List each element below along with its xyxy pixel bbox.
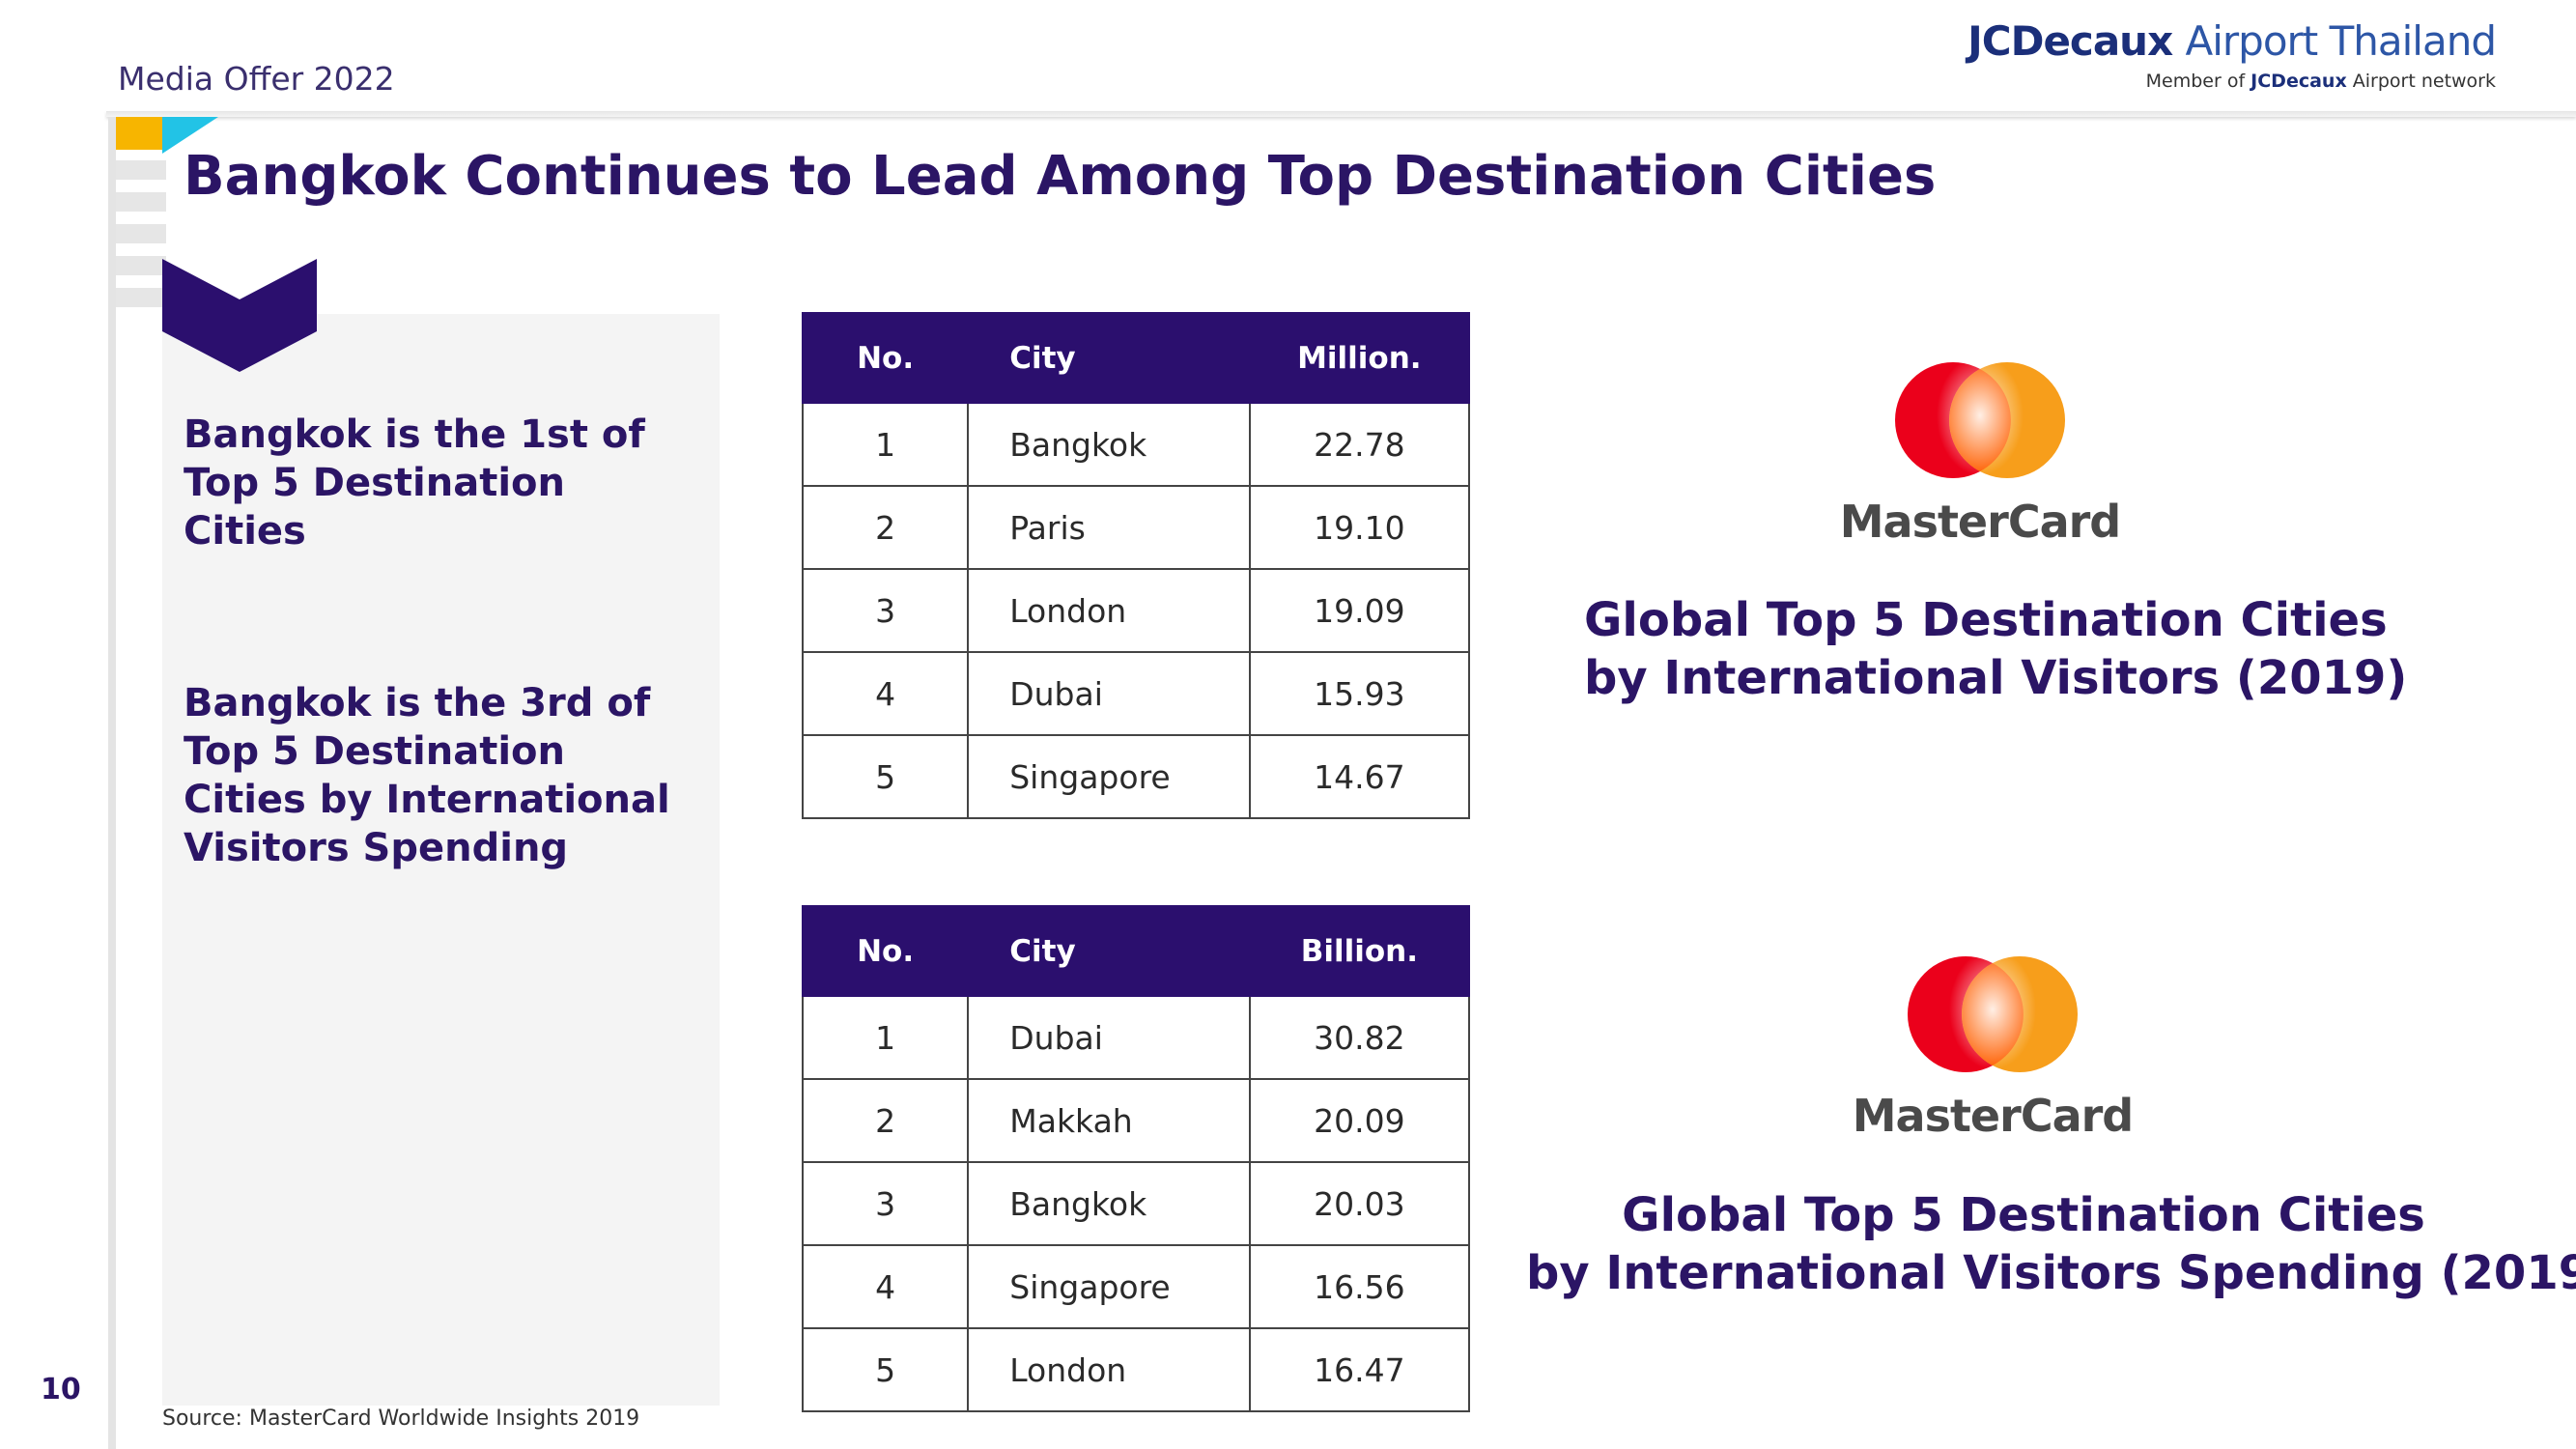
stripe bbox=[116, 256, 166, 275]
media-offer-label: Media Offer 2022 bbox=[118, 60, 395, 98]
caption-visitors-line2: by International Visitors (2019) bbox=[1584, 651, 2408, 705]
stripe bbox=[116, 192, 166, 212]
header-city: City bbox=[967, 905, 1251, 997]
table-row: 5 Singapore 14.67 bbox=[801, 734, 1471, 819]
chevron-down-icon bbox=[162, 259, 317, 372]
left-text-visitors: Bangkok is the 1st of Top 5 Destination … bbox=[184, 412, 645, 554]
header-no: No. bbox=[801, 905, 970, 997]
table-row: 3 Bangkok 20.03 bbox=[801, 1161, 1471, 1246]
table-row: 3 London 19.09 bbox=[801, 568, 1471, 653]
header-city: City bbox=[967, 312, 1251, 404]
header-divider bbox=[106, 111, 2576, 117]
table-row: 5 London 16.47 bbox=[801, 1327, 1471, 1412]
cell-city: Singapore bbox=[967, 734, 1251, 819]
cell-no: 1 bbox=[801, 995, 970, 1080]
caption-spending-line2: by International Visitors Spending (2019… bbox=[1526, 1246, 2576, 1300]
brand-subtitle: Airport Thailand bbox=[2185, 17, 2497, 65]
table-header-row: No. City Million. bbox=[801, 312, 1471, 404]
cell-city: Dubai bbox=[967, 995, 1251, 1080]
caption-visitors-line1: Global Top 5 Destination Cities bbox=[1584, 593, 2388, 647]
mastercard-logo: MasterCard bbox=[1799, 942, 2186, 1142]
brand-member-line: Member of JCDecaux Airport network bbox=[1967, 71, 2496, 92]
cell-no: 5 bbox=[801, 734, 970, 819]
left-panel bbox=[162, 314, 720, 1406]
cell-value: 14.67 bbox=[1248, 734, 1471, 819]
mastercard-wordmark: MasterCard bbox=[1852, 1090, 2134, 1142]
stripe bbox=[116, 288, 166, 307]
page-number: 10 bbox=[41, 1373, 81, 1406]
member-suffix: Airport network bbox=[2346, 71, 2496, 92]
caption-spending-line1: Global Top 5 Destination Cities bbox=[1622, 1188, 2425, 1242]
cell-no: 2 bbox=[801, 1078, 970, 1163]
cell-no: 4 bbox=[801, 651, 970, 736]
cell-value: 19.09 bbox=[1248, 568, 1471, 653]
table-row: 2 Makkah 20.09 bbox=[801, 1078, 1471, 1163]
stripe bbox=[116, 160, 166, 180]
cell-city: London bbox=[967, 1327, 1251, 1412]
cell-no: 4 bbox=[801, 1244, 970, 1329]
table-header-row: No. City Billion. bbox=[801, 905, 1471, 997]
cell-city: Singapore bbox=[967, 1244, 1251, 1329]
accent-cyan-triangle bbox=[162, 117, 218, 154]
mastercard-circles-icon bbox=[1895, 355, 2065, 478]
mastercard-wordmark: MasterCard bbox=[1839, 496, 2121, 548]
cell-value: 16.47 bbox=[1248, 1327, 1471, 1412]
table-row: 2 Paris 19.10 bbox=[801, 485, 1471, 570]
cell-city: Paris bbox=[967, 485, 1251, 570]
side-strip bbox=[108, 117, 116, 1449]
source-note: Source: MasterCard Worldwide Insights 20… bbox=[162, 1406, 640, 1431]
table-row: 4 Dubai 15.93 bbox=[801, 651, 1471, 736]
cell-value: 20.03 bbox=[1248, 1161, 1471, 1246]
table-visitors: No. City Million. 1 Bangkok 22.78 2 Pari… bbox=[801, 312, 1471, 819]
member-prefix: Member of bbox=[2145, 71, 2251, 92]
accent-orange-block bbox=[116, 117, 166, 150]
cell-city: Bangkok bbox=[967, 402, 1251, 487]
caption-visitors: Global Top 5 Destination Cities by Inter… bbox=[1584, 591, 2408, 707]
header-value: Million. bbox=[1248, 312, 1471, 404]
cell-value: 19.10 bbox=[1248, 485, 1471, 570]
left-text-spending: Bangkok is the 3rd of Top 5 Destination … bbox=[184, 681, 670, 870]
cell-no: 2 bbox=[801, 485, 970, 570]
brand-logo: JCDecaux Airport Thailand Member of JCDe… bbox=[1967, 17, 2497, 92]
cell-no: 1 bbox=[801, 402, 970, 487]
cell-city: Makkah bbox=[967, 1078, 1251, 1163]
stripe bbox=[116, 224, 166, 243]
cell-value: 15.93 bbox=[1248, 651, 1471, 736]
brand-name: JCDecaux bbox=[1967, 17, 2173, 65]
cell-city: London bbox=[967, 568, 1251, 653]
table-row: 4 Singapore 16.56 bbox=[801, 1244, 1471, 1329]
caption-spending: Global Top 5 Destination Cities by Inter… bbox=[1526, 1186, 2576, 1302]
cell-no: 3 bbox=[801, 568, 970, 653]
table-row: 1 Dubai 30.82 bbox=[801, 995, 1471, 1080]
mastercard-logo: MasterCard bbox=[1787, 348, 2173, 548]
cell-value: 16.56 bbox=[1248, 1244, 1471, 1329]
cell-value: 22.78 bbox=[1248, 402, 1471, 487]
header-no: No. bbox=[801, 312, 970, 404]
cell-no: 5 bbox=[801, 1327, 970, 1412]
cell-value: 30.82 bbox=[1248, 995, 1471, 1080]
page-title: Bangkok Continues to Lead Among Top Dest… bbox=[184, 145, 1937, 208]
cell-city: Bangkok bbox=[967, 1161, 1251, 1246]
cell-no: 3 bbox=[801, 1161, 970, 1246]
mastercard-circles-icon bbox=[1908, 950, 2078, 1072]
cell-value: 20.09 bbox=[1248, 1078, 1471, 1163]
member-brand: JCDecaux bbox=[2250, 71, 2347, 92]
cell-city: Dubai bbox=[967, 651, 1251, 736]
table-spending: No. City Billion. 1 Dubai 30.82 2 Makkah… bbox=[801, 905, 1471, 1412]
header-value: Billion. bbox=[1248, 905, 1471, 997]
table-row: 1 Bangkok 22.78 bbox=[801, 402, 1471, 487]
